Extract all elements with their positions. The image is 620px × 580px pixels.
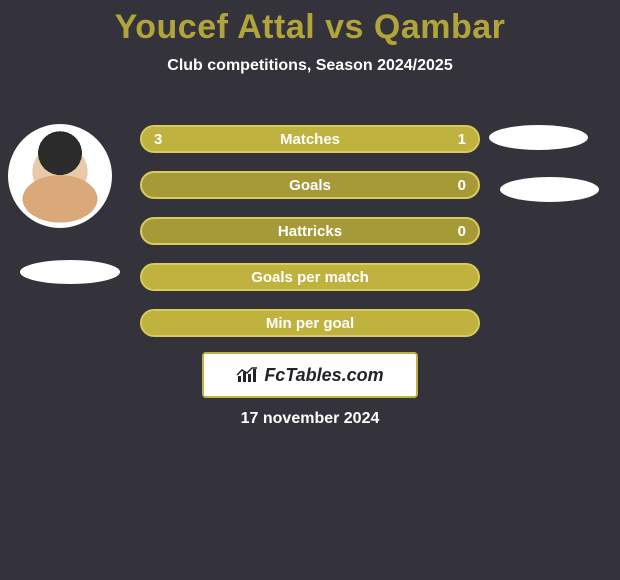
- player-left-name-oval: [20, 260, 120, 284]
- bar-row: Goals 0: [140, 171, 480, 199]
- bar-label: Hattricks: [142, 219, 478, 243]
- page-title: Youcef Attal vs Qambar: [0, 0, 620, 47]
- bar-seg-right: [142, 311, 478, 335]
- bar-row: Goals per match: [140, 263, 480, 291]
- logo-text: FcTables.com: [264, 365, 383, 386]
- bar-seg-left: [142, 127, 387, 151]
- comparison-bars: 3 Matches 1 Goals 0 Hattricks 0 Goals pe…: [140, 125, 480, 337]
- bar-value-right: 0: [458, 219, 466, 243]
- subtitle: Club competitions, Season 2024/2025: [0, 57, 620, 75]
- date-label: 17 november 2024: [0, 410, 620, 428]
- bar-row: 3 Matches 1: [140, 125, 480, 153]
- player-right-oval-1: [489, 125, 588, 150]
- chart-icon: [236, 366, 258, 384]
- player-right-oval-2: [500, 177, 599, 202]
- fctables-logo: FcTables.com: [202, 352, 418, 398]
- avatar-face: [8, 124, 112, 228]
- player-left-avatar: [8, 124, 112, 228]
- bar-row: Min per goal: [140, 309, 480, 337]
- bar-row: Hattricks 0: [140, 217, 480, 245]
- bar-seg-right: [387, 127, 478, 151]
- bar-label: Goals: [142, 173, 478, 197]
- bar-value-right: 0: [458, 173, 466, 197]
- bar-seg-right: [142, 265, 478, 289]
